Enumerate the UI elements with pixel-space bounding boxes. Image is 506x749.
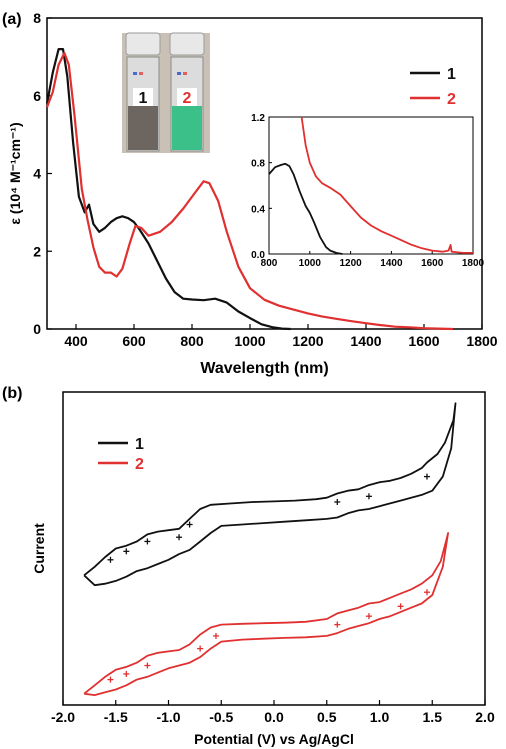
vial-2-solution [172, 106, 202, 150]
inset-x-tick-label: 1400 [380, 258, 403, 269]
vial-1-sticker [133, 72, 137, 75]
x-tick-label: 600 [122, 333, 146, 349]
inset-y-tick-label: 1.2 [251, 113, 265, 124]
vial-1-solution [128, 106, 158, 150]
x-tick-label: -2.0 [51, 709, 75, 725]
x-tick-label: 1.0 [370, 709, 390, 725]
series-2-cv-loop [83, 532, 450, 696]
panel-a-label: (a) [2, 11, 22, 28]
y-tick-label: 0 [33, 321, 41, 337]
x-tick-label: 1600 [408, 333, 439, 349]
y-axis-label: Current [31, 523, 47, 574]
inset-x-tick-label: 1200 [339, 258, 362, 269]
vial-photo: 1 2 [122, 32, 210, 153]
x-tick-label: 1.5 [423, 709, 443, 725]
x-tick-label: 1200 [292, 333, 323, 349]
inset-y-tick-label: 0.4 [251, 204, 265, 215]
vial-2-sticker [177, 72, 181, 75]
panel-b-label: (b) [2, 385, 22, 402]
x-axis-label: Wavelength (nm) [200, 360, 328, 377]
x-tick-label: 1400 [350, 333, 381, 349]
inset-y-tick-label: 0.8 [251, 159, 265, 170]
legend-label: 2 [447, 91, 456, 108]
legend-label: 1 [447, 66, 456, 83]
panel-b: (b) -2.0 -1.5 -1.0 -0.5 0.0 0.5 1.0 1.5 2.0 Poten… [2, 385, 495, 747]
y-tick-label: 2 [33, 243, 41, 259]
series-2-line [45, 51, 454, 331]
x-tick-label: 400 [64, 333, 88, 349]
inset-series-1-line [268, 162, 343, 255]
x-tick-label: 0.0 [264, 709, 284, 725]
panel-b-plot: -2.0 -1.5 -1.0 -0.5 0.0 0.5 1.0 1.5 2.0 Potential… [31, 391, 495, 747]
y-axis-label: ε (10⁴ M⁻¹cm⁻¹) [7, 122, 23, 224]
inset-x-tick-label: 800 [261, 258, 278, 269]
vial-2-label-bg [177, 88, 197, 106]
vial-1-cap [125, 32, 161, 56]
y-tick-label: 6 [33, 88, 41, 104]
x-tick-label: 800 [180, 333, 204, 349]
x-tick-label: -1.0 [156, 709, 180, 725]
series-1-cv-loop [83, 402, 457, 587]
inset-series-2-line [300, 116, 473, 254]
panel-a-plot: 400 600 800 1000 1200 1400 1600 180002468Wavele… [7, 10, 498, 377]
inset-plot: 800 1000 1200 1400 1600 1800 0.0 0.4 0.8 1.2 [251, 113, 484, 269]
vial-2-label: 2 [183, 90, 192, 107]
vial-1-sticker [139, 72, 143, 75]
x-tick-label: 2.0 [475, 709, 495, 725]
legend-label: 1 [135, 436, 144, 453]
x-tick-label: 1800 [466, 333, 497, 349]
x-tick-label: 1000 [234, 333, 265, 349]
x-axis-label: Potential (V) vs Ag/AgCl [194, 731, 354, 747]
vial-2-cap [169, 32, 205, 56]
inset-x-tick-label: 1600 [421, 258, 444, 269]
vial-2-sticker [183, 72, 187, 75]
inset-frame [268, 116, 474, 255]
y-tick-label: 4 [33, 166, 41, 182]
y-tick-label: 8 [33, 10, 41, 26]
x-tick-label: 0.5 [317, 709, 337, 725]
x-tick-label: -0.5 [209, 709, 233, 725]
inset-x-tick-label: 1000 [299, 258, 322, 269]
vial-1-label: 1 [139, 90, 148, 107]
x-tick-label: -1.5 [104, 709, 128, 725]
panel-a: (a) 400 600 800 1000 1200 1400 1600 180002468Wa… [2, 10, 498, 377]
inset-y-tick-label: 0.0 [251, 250, 265, 261]
inset-x-tick-label: 1800 [462, 258, 485, 269]
series-1-line [45, 47, 291, 331]
legend-label: 2 [135, 456, 144, 473]
vial-1-label-bg [133, 88, 153, 106]
